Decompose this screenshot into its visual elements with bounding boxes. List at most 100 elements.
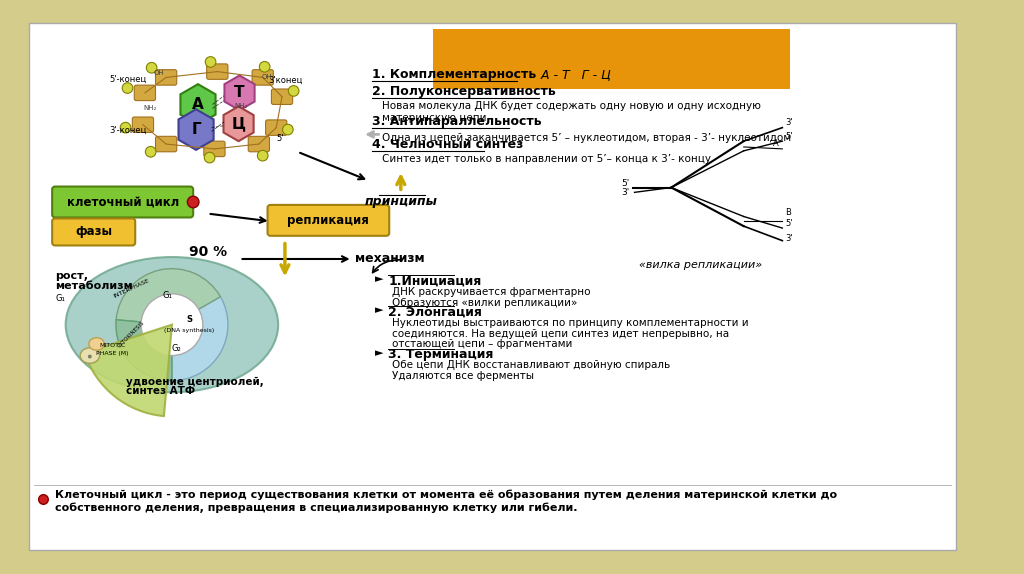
Wedge shape bbox=[85, 325, 172, 416]
Text: Одна из цепей заканчивается 5’ – нуклеотидом, вторая - 3’- нуклеотидом: Одна из цепей заканчивается 5’ – нуклеот… bbox=[382, 133, 791, 143]
Text: A: A bbox=[773, 139, 778, 148]
Text: ►: ► bbox=[375, 274, 383, 285]
FancyBboxPatch shape bbox=[52, 187, 194, 218]
Circle shape bbox=[289, 86, 299, 96]
Text: Образуются «вилки репликации»: Образуются «вилки репликации» bbox=[392, 298, 578, 308]
Text: NH₂: NH₂ bbox=[234, 103, 248, 109]
Text: Нуклеотиды выстраиваются по принципу комплементарности и: Нуклеотиды выстраиваются по принципу ком… bbox=[392, 318, 749, 328]
Text: А - Т   Г - Ц: А - Т Г - Ц bbox=[529, 68, 611, 82]
Text: 3': 3' bbox=[622, 188, 630, 197]
Text: Клеточный цикл - это период существования клетки от момента её образования путем: Клеточный цикл - это период существовани… bbox=[55, 490, 838, 500]
Text: Синтез идет только в направлении от 5’– конца к 3’- концу: Синтез идет только в направлении от 5’– … bbox=[382, 154, 711, 164]
Text: механизм: механизм bbox=[355, 253, 425, 266]
Text: 5': 5' bbox=[276, 134, 284, 143]
Text: Новая молекула ДНК будет содержать одну новую и одну исходную: Новая молекула ДНК будет содержать одну … bbox=[382, 101, 761, 111]
Text: отстающей цепи – фрагментами: отстающей цепи – фрагментами bbox=[392, 339, 572, 349]
Text: OH: OH bbox=[261, 75, 272, 80]
Text: (DNA synthesis): (DNA synthesis) bbox=[164, 328, 214, 333]
Text: 2. Элонгация: 2. Элонгация bbox=[388, 305, 482, 319]
Text: 3'конец: 3'конец bbox=[268, 76, 303, 85]
Text: OH: OH bbox=[154, 69, 165, 76]
Circle shape bbox=[141, 294, 203, 355]
Text: 5': 5' bbox=[785, 219, 793, 228]
Circle shape bbox=[205, 57, 216, 67]
Text: G₁: G₁ bbox=[162, 291, 172, 300]
Text: MITOTIC: MITOTIC bbox=[99, 343, 125, 348]
Text: 3'-конец: 3'-конец bbox=[110, 126, 147, 134]
Text: Г: Г bbox=[191, 122, 201, 137]
Text: PHASE (M): PHASE (M) bbox=[96, 351, 128, 356]
Circle shape bbox=[259, 61, 270, 72]
Text: CYTOKINESIS: CYTOKINESIS bbox=[117, 320, 145, 348]
Wedge shape bbox=[172, 297, 228, 381]
Text: Ц: Ц bbox=[231, 117, 246, 131]
Text: 3': 3' bbox=[785, 234, 793, 243]
Circle shape bbox=[39, 495, 48, 505]
Text: удвоение центриолей,: удвоение центриолей, bbox=[126, 377, 263, 387]
Text: рост,: рост, bbox=[55, 271, 88, 281]
Ellipse shape bbox=[66, 257, 279, 392]
Text: B: B bbox=[785, 208, 792, 216]
FancyBboxPatch shape bbox=[265, 120, 287, 135]
Wedge shape bbox=[116, 269, 220, 325]
FancyBboxPatch shape bbox=[207, 64, 228, 79]
Text: 5'-конец: 5'-конец bbox=[110, 74, 147, 83]
Text: G₂: G₂ bbox=[172, 344, 181, 354]
Text: 5': 5' bbox=[785, 132, 793, 141]
Text: 1.Инициация: 1.Инициация bbox=[388, 274, 481, 288]
Text: 2. Полуконсервативность: 2. Полуконсервативность bbox=[372, 85, 556, 98]
Circle shape bbox=[257, 150, 268, 161]
Text: метаболизм: метаболизм bbox=[55, 281, 133, 291]
Text: 90 %: 90 % bbox=[188, 245, 226, 259]
Circle shape bbox=[122, 83, 133, 94]
Text: ДНК раскручивается фрагментарно: ДНК раскручивается фрагментарно bbox=[392, 287, 591, 297]
Text: Удаляются все ферменты: Удаляются все ферменты bbox=[392, 371, 535, 381]
Text: «вилка репликации»: «вилка репликации» bbox=[639, 260, 762, 270]
FancyBboxPatch shape bbox=[156, 137, 177, 152]
Circle shape bbox=[88, 355, 92, 359]
Text: принципы: принципы bbox=[365, 195, 437, 208]
Text: репликация: репликация bbox=[288, 214, 370, 227]
Text: синтез АТФ: синтез АТФ bbox=[126, 386, 195, 397]
FancyBboxPatch shape bbox=[267, 205, 389, 236]
Circle shape bbox=[120, 122, 131, 133]
Text: материнскую цепи: материнскую цепи bbox=[382, 113, 486, 123]
FancyBboxPatch shape bbox=[271, 89, 293, 104]
Text: NH₂: NH₂ bbox=[143, 105, 157, 111]
Text: ►: ► bbox=[375, 348, 383, 358]
Text: G₁: G₁ bbox=[55, 294, 65, 304]
Text: Обе цепи ДНК восстанавливают двойную спираль: Обе цепи ДНК восстанавливают двойную спи… bbox=[392, 360, 671, 370]
Circle shape bbox=[146, 63, 157, 73]
Text: собственного деления, превращения в специализированную клетку или гибели.: собственного деления, превращения в спец… bbox=[55, 503, 578, 513]
Circle shape bbox=[283, 124, 293, 135]
Text: 3. Антипараллельность: 3. Антипараллельность bbox=[372, 115, 542, 127]
Text: Т: Т bbox=[234, 86, 245, 100]
FancyBboxPatch shape bbox=[433, 29, 791, 89]
Text: INTERPHASE: INTERPHASE bbox=[113, 277, 151, 298]
Text: S: S bbox=[186, 315, 193, 324]
Text: 3': 3' bbox=[785, 118, 793, 127]
Wedge shape bbox=[116, 320, 172, 381]
Text: 5': 5' bbox=[622, 179, 630, 188]
Text: фазы: фазы bbox=[75, 226, 113, 238]
Text: клеточный цикл: клеточный цикл bbox=[67, 196, 179, 208]
Ellipse shape bbox=[89, 338, 104, 350]
Text: соединяются. На ведущей цепи синтез идет непрерывно, на: соединяются. На ведущей цепи синтез идет… bbox=[392, 328, 729, 339]
FancyBboxPatch shape bbox=[204, 141, 225, 157]
FancyBboxPatch shape bbox=[252, 69, 273, 85]
FancyBboxPatch shape bbox=[248, 137, 269, 152]
Ellipse shape bbox=[80, 348, 99, 363]
Text: 1. Комплементарность: 1. Комплементарность bbox=[372, 68, 537, 82]
FancyBboxPatch shape bbox=[134, 85, 156, 100]
Circle shape bbox=[145, 146, 156, 157]
FancyBboxPatch shape bbox=[132, 117, 154, 133]
FancyBboxPatch shape bbox=[52, 219, 135, 246]
Text: 3. Терминация: 3. Терминация bbox=[388, 348, 494, 361]
Circle shape bbox=[204, 152, 215, 163]
Circle shape bbox=[187, 196, 199, 208]
Text: А: А bbox=[193, 97, 204, 112]
Text: 4. Челночный синтез: 4. Челночный синтез bbox=[372, 138, 523, 151]
Text: ►: ► bbox=[375, 305, 383, 315]
FancyBboxPatch shape bbox=[156, 69, 177, 85]
FancyBboxPatch shape bbox=[29, 24, 956, 550]
